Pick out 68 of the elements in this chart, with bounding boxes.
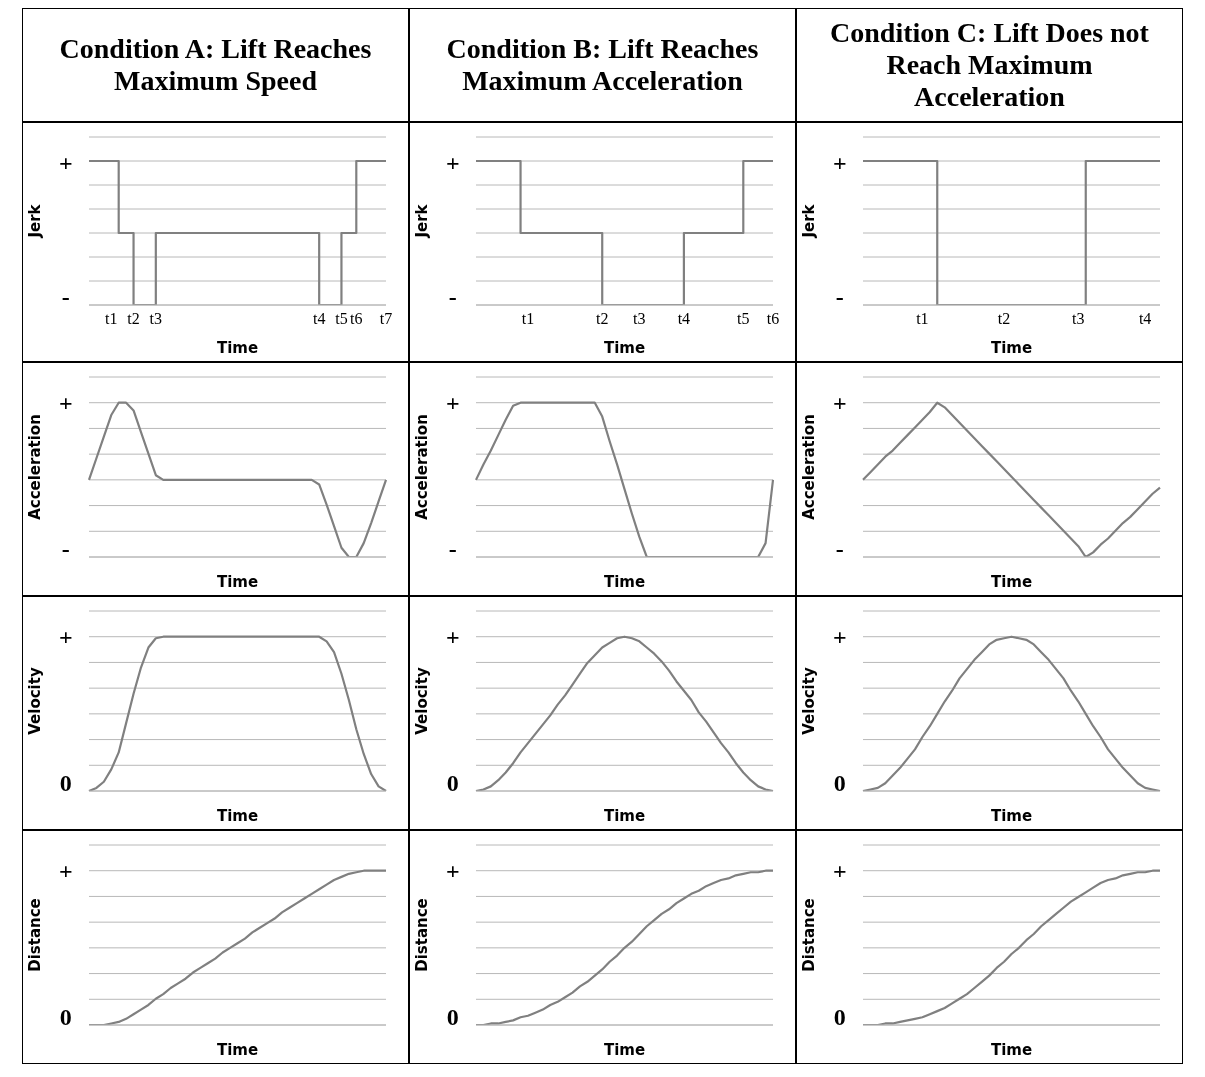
y-axis-title: Velocity xyxy=(800,667,819,735)
x-axis-title: Time xyxy=(603,807,646,825)
text: - xyxy=(835,536,844,562)
x-tick-label: t4 xyxy=(1138,310,1152,328)
x-tick-label: t1 xyxy=(105,310,118,328)
text: + xyxy=(59,150,73,176)
text: + xyxy=(446,150,460,176)
x-axis-title: Time xyxy=(990,807,1033,825)
x-axis-title: Time xyxy=(216,339,259,357)
y-axis-title: Velocity xyxy=(26,667,45,735)
y-axis-title: Acceleration xyxy=(413,414,432,520)
x-axis-title: Time xyxy=(216,573,259,591)
x-axis-title: Time xyxy=(603,1041,646,1059)
x-tick-label: t5 xyxy=(737,310,750,328)
x-tick-label: t1 xyxy=(521,310,535,328)
text: + xyxy=(59,858,73,884)
text: + xyxy=(446,390,460,416)
text: + xyxy=(833,624,847,650)
y-axis-title: Distance xyxy=(26,898,45,972)
y-axis-title: Velocity xyxy=(413,667,432,735)
text: + xyxy=(833,858,847,884)
text: - xyxy=(448,284,457,310)
x-tick-label: t5 xyxy=(335,310,348,328)
x-tick-label: t2 xyxy=(997,310,1011,328)
text: + xyxy=(59,624,73,650)
x-tick-label: t6 xyxy=(350,310,363,328)
text: 0 xyxy=(59,770,72,796)
text: - xyxy=(448,536,457,562)
x-axis-title: Time xyxy=(990,573,1033,591)
x-tick-label: t3 xyxy=(149,310,163,328)
y-axis-title: Jerk xyxy=(800,203,819,239)
x-axis-title: Time xyxy=(990,1041,1033,1059)
text: 0 xyxy=(833,1004,846,1030)
text: + xyxy=(446,624,460,650)
x-tick-label: t3 xyxy=(633,310,646,328)
text: 0 xyxy=(446,1004,459,1030)
x-tick-label: t7 xyxy=(379,310,393,328)
text: + xyxy=(59,390,73,416)
x-tick-label: t3 xyxy=(1072,310,1085,328)
text: 0 xyxy=(446,770,459,796)
x-tick-label: t2 xyxy=(596,310,609,328)
x-axis-title: Time xyxy=(216,1041,259,1059)
x-axis-title: Time xyxy=(216,807,259,825)
x-axis-title: Time xyxy=(990,339,1033,357)
text: 0 xyxy=(833,770,846,796)
y-axis-title: Distance xyxy=(800,898,819,972)
x-tick-label: t4 xyxy=(312,310,326,328)
text: + xyxy=(446,858,460,884)
text: 0 xyxy=(59,1004,72,1030)
text: + xyxy=(833,390,847,416)
y-axis-title: Jerk xyxy=(413,203,432,239)
y-axis-title: Jerk xyxy=(26,203,45,239)
chart-title: Condition C: Lift Does not Reach Maximum Acceleration xyxy=(797,9,1182,123)
y-axis-title: Distance xyxy=(413,898,432,972)
x-tick-label: t4 xyxy=(677,310,691,328)
text: + xyxy=(833,150,847,176)
y-axis-title: Acceleration xyxy=(800,414,819,520)
text: - xyxy=(835,284,844,310)
x-axis-title: Time xyxy=(603,339,646,357)
x-tick-label: t2 xyxy=(127,310,140,328)
x-tick-label: t6 xyxy=(766,310,780,328)
x-axis-title: Time xyxy=(603,573,646,591)
x-tick-label: t1 xyxy=(916,310,929,328)
text: - xyxy=(61,284,70,310)
chart-title: Condition A: Lift Reaches Maximum Speed xyxy=(23,9,408,123)
chart-title: Condition B: Lift Reaches Maximum Acceleration xyxy=(410,9,795,123)
y-axis-title: Acceleration xyxy=(26,414,45,520)
text: - xyxy=(61,536,70,562)
